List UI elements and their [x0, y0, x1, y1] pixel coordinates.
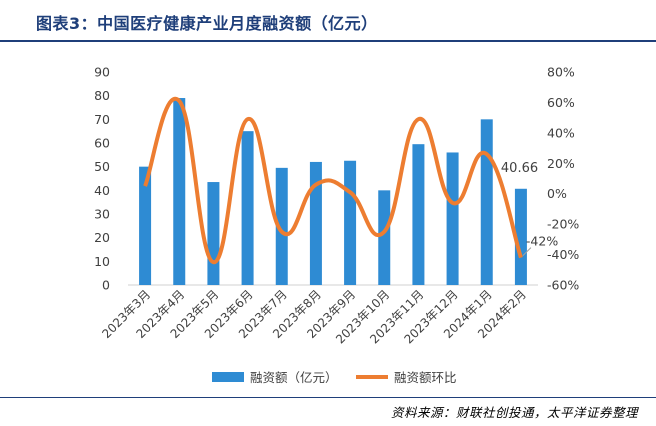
left-axis-tick-label: 0 — [102, 278, 110, 293]
bar-value-label: 40.66 — [501, 161, 538, 176]
figure-title: 图表3：中国医疗健康产业月度融资额（亿元） — [36, 14, 378, 33]
left-axis-tick-label: 60 — [94, 136, 110, 151]
bar — [207, 182, 220, 285]
bar-series — [139, 98, 527, 286]
bar — [514, 188, 527, 285]
bar — [412, 144, 425, 285]
bar — [139, 166, 152, 285]
bar — [480, 119, 493, 285]
left-axis-tick-label: 40 — [94, 183, 110, 198]
bar — [446, 152, 459, 285]
legend-label-bar: 融资额（亿元） — [250, 370, 338, 385]
legend-label-line: 融资额环比 — [394, 370, 457, 385]
right-axis-tick-label: -40% — [547, 247, 579, 262]
right-axis-tick-label: -20% — [547, 217, 579, 232]
bar — [309, 161, 322, 285]
left-axis-tick-label: 90 — [94, 65, 110, 80]
left-axis: 0 10 20 30 40 50 60 70 80 90 — [94, 65, 110, 293]
left-axis-tick-label: 10 — [94, 254, 110, 269]
figure-header: 图表3：中国医疗健康产业月度融资额（亿元） — [0, 0, 656, 34]
left-axis-tick-label: 70 — [94, 112, 110, 127]
right-axis-tick-label: 0% — [547, 186, 567, 201]
bar — [173, 98, 186, 286]
annotations: 40.66 -42% — [501, 161, 558, 256]
right-axis-tick-label: 40% — [547, 125, 575, 140]
left-axis-tick-label: 50 — [94, 159, 110, 174]
right-axis-tick-label: 80% — [547, 65, 575, 80]
bar — [241, 131, 254, 285]
legend: 融资额（亿元） 融资额环比 — [212, 370, 457, 385]
x-axis-tick-labels: 2023年3月2023年4月2023年5月2023年6月2023年7月2023年… — [99, 287, 529, 346]
bar — [344, 160, 357, 285]
ratio-line-series — [143, 96, 523, 265]
right-axis: -60% -40% -20% 0% 20% 40% 60% 80% — [547, 65, 579, 293]
title-divider — [0, 40, 656, 42]
source-note: 资料来源：财联社创投通，太平洋证券整理 — [390, 405, 638, 420]
bar — [378, 190, 391, 285]
bar — [275, 167, 288, 285]
ratio-value-label: -42% — [526, 234, 558, 249]
left-axis-tick-label: 80 — [94, 88, 110, 103]
right-axis-tick-label: 20% — [547, 156, 575, 171]
right-axis-tick-label: 60% — [547, 95, 575, 110]
left-axis-tick-label: 20 — [94, 230, 110, 245]
legend-swatch-bar — [212, 372, 244, 382]
left-axis-tick-label: 30 — [94, 207, 110, 222]
footer-divider — [0, 397, 656, 398]
right-axis-tick-label: -60% — [547, 278, 579, 293]
annotation-leader-line — [522, 247, 532, 256]
